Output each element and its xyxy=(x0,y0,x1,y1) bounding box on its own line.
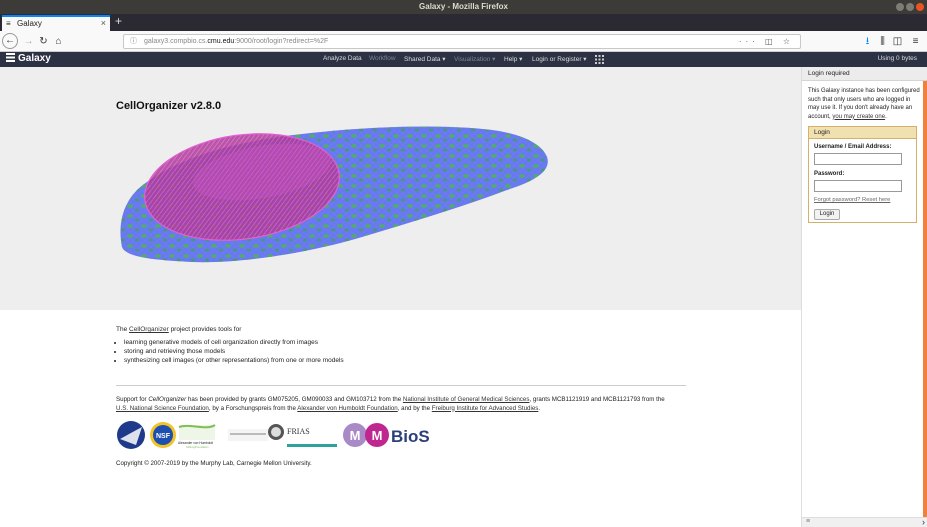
copyright-text: Copyright © 2007-2019 by the Murphy Lab,… xyxy=(116,460,312,467)
list-item: storing and retrieving those models xyxy=(124,347,716,356)
forward-button-icon[interactable]: → xyxy=(23,36,34,47)
login-required-message: This Galaxy instance has been configured… xyxy=(808,88,920,120)
username-label: Username / Email Address: xyxy=(814,144,892,150)
frias-logo: FRIAS xyxy=(268,424,337,447)
menu-visualization[interactable]: Visualization ▾ xyxy=(454,56,496,63)
list-item: learning generative models of cell organ… xyxy=(124,338,716,347)
svg-text:BioS: BioS xyxy=(391,427,430,446)
maximize-button[interactable] xyxy=(906,3,914,11)
feature-list: learning generative models of cell organ… xyxy=(116,338,716,365)
password-label: Password: xyxy=(814,171,845,177)
scroll-right-icon[interactable]: › xyxy=(922,517,925,527)
new-tab-icon[interactable]: + xyxy=(115,14,123,28)
humboldt-logo: Alexander von Humboldt Stiftung/Foundati… xyxy=(178,424,216,449)
nigms-link[interactable]: National Institute of General Medical Sc… xyxy=(402,396,530,403)
right-panel-scrollbar[interactable] xyxy=(923,81,927,517)
frias-link[interactable]: Freiburg Institute for Advanced Studies xyxy=(431,404,539,412)
home-icon[interactable]: ⌂ xyxy=(55,36,62,47)
menu-workflow[interactable]: Workflow xyxy=(369,55,396,62)
login-form: Login Username / Email Address: Password… xyxy=(808,126,917,223)
menu-help[interactable]: Help ▾ xyxy=(504,56,523,63)
svg-text:Stiftung/Foundation: Stiftung/Foundation xyxy=(186,445,209,449)
center-panel: CellOrganizer v2.8.0 xyxy=(0,67,801,527)
apps-grid-icon[interactable] xyxy=(595,55,604,64)
project-description: The CellOrganizer project provides tools… xyxy=(116,325,716,365)
browser-tab[interactable]: ≡ Galaxy × xyxy=(2,15,110,31)
tab-strip: ≡ Galaxy × + xyxy=(0,14,927,31)
cell-rendering-image xyxy=(120,126,548,263)
hero-section: CellOrganizer v2.8.0 xyxy=(0,67,801,310)
reload-icon[interactable]: ↻ xyxy=(39,36,48,47)
username-input[interactable] xyxy=(814,153,902,165)
create-account-link[interactable]: you may create one xyxy=(832,113,886,120)
forgot-password-link[interactable]: Forgot password? Reset here xyxy=(814,197,891,203)
menu-icon[interactable]: ≡ xyxy=(912,36,919,47)
freiburg-university-logo xyxy=(228,429,268,441)
galaxy-logo-icon xyxy=(6,53,15,62)
menu-shared-data[interactable]: Shared Data ▾ xyxy=(404,56,446,63)
mmbios-logo: M M BioS xyxy=(343,423,430,447)
window-title: Galaxy - Mozilla Firefox xyxy=(419,2,508,11)
nigms-logo xyxy=(117,421,145,449)
url-text[interactable]: galaxy3.compbio.cs.cmu.edu:9000/root/log… xyxy=(144,38,329,45)
sidebar-icon[interactable]: ◫ xyxy=(892,36,903,47)
close-window-button[interactable] xyxy=(916,3,924,11)
sponsor-logos: NSF Alexander von Humboldt Stiftung/Foun… xyxy=(117,421,430,449)
page-title: CellOrganizer v2.8.0 xyxy=(116,100,222,112)
library-icon[interactable]: ⫼ xyxy=(880,36,885,47)
menu-login-register[interactable]: Login or Register ▾ xyxy=(532,56,587,63)
humboldt-link[interactable]: Alexander von Humboldt Foundation xyxy=(297,404,398,412)
url-bar[interactable]: ⓘ galaxy3.compbio.cs.cmu.edu:9000/root/l… xyxy=(123,34,801,49)
divider xyxy=(116,385,686,386)
page-actions-icon[interactable]: ··· ◫ ☆ xyxy=(738,37,794,46)
galaxy-brand[interactable]: Galaxy xyxy=(6,53,51,64)
support-text: Support for CellOrganizer has been provi… xyxy=(116,396,665,412)
svg-text:M: M xyxy=(372,428,383,443)
quota-usage: Using 0 bytes xyxy=(877,55,917,62)
nsf-logo: NSF xyxy=(150,422,176,448)
menu-analyze-data[interactable]: Analyze Data xyxy=(323,55,362,62)
back-button-icon[interactable]: ← xyxy=(2,33,18,49)
nsf-link[interactable]: U.S. National Science Foundation xyxy=(116,404,209,412)
navigation-bar: ← → ↻ ⌂ ⓘ galaxy3.compbio.cs.cmu.edu:900… xyxy=(0,31,927,52)
svg-text:FRIAS: FRIAS xyxy=(287,427,310,436)
svg-text:Alexander von Humboldt: Alexander von Humboldt xyxy=(178,441,213,445)
scroll-left-icon[interactable]: ≡ xyxy=(806,518,811,525)
svg-text:NSF: NSF xyxy=(156,433,171,440)
svg-text:M: M xyxy=(350,428,361,443)
close-tab-icon[interactable]: × xyxy=(100,18,106,28)
window-titlebar: Galaxy - Mozilla Firefox xyxy=(0,0,927,14)
login-form-title: Login xyxy=(809,127,916,139)
right-panel-hscroll[interactable]: ≡ › xyxy=(802,517,927,527)
intro-text: The CellOrganizer project provides tools… xyxy=(116,326,242,333)
right-panel: Login required This Galaxy instance has … xyxy=(801,67,927,527)
cellorganizer-link[interactable]: CellOrganizer xyxy=(129,326,169,333)
info-icon[interactable]: ⓘ xyxy=(130,38,137,45)
password-input[interactable] xyxy=(814,180,902,192)
galaxy-masthead: Galaxy Analyze Data Workflow Shared Data… xyxy=(0,52,927,67)
right-panel-header: Login required xyxy=(802,67,927,81)
downloads-icon[interactable]: ⭳ xyxy=(865,36,870,47)
minimize-button[interactable] xyxy=(896,3,904,11)
galaxy-favicon-icon: ≡ xyxy=(6,19,11,28)
login-button[interactable]: Login xyxy=(814,209,840,220)
list-item: synthesizing cell images (or other repre… xyxy=(124,356,716,365)
tab-title: Galaxy xyxy=(17,19,42,28)
